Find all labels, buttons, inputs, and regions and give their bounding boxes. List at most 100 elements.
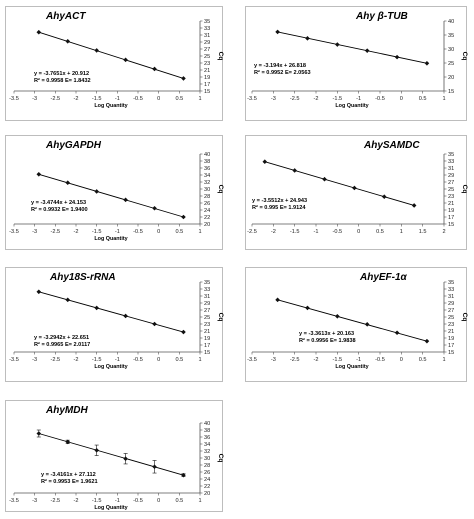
y-tick-label: 29	[204, 40, 210, 46]
y-tick-label: 28	[204, 194, 210, 200]
y-tick-label: 30	[448, 47, 454, 53]
chart-svg: AhyMDH-3.5 -3 -2.5 -2 -1.5 -1 -0.5 0 0.5 12022242…	[9, 405, 224, 511]
y-tick-label: 40	[204, 421, 210, 427]
y-tick-label: 32	[204, 180, 210, 186]
y-tick-label: 21	[204, 68, 210, 74]
y-tick-label: 33	[204, 26, 210, 32]
y-tick-label: 33	[204, 287, 210, 293]
chart-svg: Ahy18S-rRNA -3.5 -3 -2.5 -2 -1.5 -1 -0.5 0 0.5 115…	[9, 272, 224, 370]
regression-stats: R² = 0.995 E= 1.9124	[252, 204, 306, 211]
data-point	[181, 76, 186, 81]
chart-svg: Ahy β-TUB -3.5 -3 -2.5 -2 -1.5 -1 -0.5 0 0.5 115 20…	[247, 11, 468, 109]
x-tick-label: -3	[32, 229, 37, 235]
x-tick-label: -2	[74, 498, 79, 504]
data-point	[364, 48, 370, 53]
x-axis-label: Log Quantity	[94, 364, 127, 370]
x-tick-label: 1	[198, 498, 201, 504]
y-tick-label: 31	[204, 33, 210, 39]
data-point	[305, 305, 310, 311]
data-point	[292, 168, 297, 173]
data-point	[94, 189, 99, 194]
data-point	[381, 194, 387, 199]
y-tick-label: 25	[448, 315, 454, 321]
trendline	[38, 173, 184, 218]
regression-stats: R² = 0.9932 E= 1.9400	[31, 206, 88, 213]
y-tick-label: 25	[204, 54, 210, 60]
data-point	[123, 313, 128, 319]
data-point	[322, 176, 327, 182]
y-tick-label: 25	[204, 315, 210, 321]
data-point	[394, 330, 400, 336]
y-tick-label: 20	[204, 491, 210, 497]
chart-panel-beta-tubulin: Ahy β-TUB -3.5 -3 -2.5 -2 -1.5 -1 -0.5 0 0.5 1 15 20…	[245, 6, 468, 121]
x-tick-label: -2.5	[51, 357, 61, 363]
x-tick-label: -2	[74, 357, 79, 363]
x-tick-label: -3.5	[9, 498, 19, 504]
x-tick-label: -1.5	[333, 96, 343, 102]
data-point	[152, 66, 157, 72]
x-axis-label: Log Quantity	[94, 505, 127, 511]
chart-title: AhySAMDC	[363, 140, 420, 151]
chart-title: AhyACT	[45, 11, 86, 22]
chart-title: Ahy β-TUB	[355, 11, 408, 22]
y-axis-label: Cq	[217, 454, 224, 463]
x-tick-label: -1.5	[92, 498, 102, 504]
y-tick-label: 33	[448, 287, 454, 293]
x-tick-label: 0	[157, 498, 160, 504]
data-point	[65, 439, 71, 445]
x-tick-label: -1	[115, 498, 120, 504]
x-tick-label: 0.5	[175, 498, 183, 504]
x-tick-label: -2	[314, 96, 319, 102]
x-tick-label: 0	[157, 229, 160, 235]
x-tick-label: 1	[198, 96, 201, 102]
x-tick-label: -3.5	[9, 96, 19, 102]
y-tick-label: 36	[204, 166, 210, 172]
regression-equation: y = -3.4744x + 24.153	[31, 200, 86, 206]
chart-svg: AhyACT-3.5 -3 -2.5 -2 -1.5 -1 -0.5 0 0.5 11517192…	[9, 11, 224, 109]
y-tick-label: 26	[204, 470, 210, 476]
regression-equation: y = -3.2942x + 22.651	[34, 335, 89, 341]
data-point	[275, 29, 280, 35]
y-tick-label: 29	[448, 301, 454, 307]
chart-svg: AhyGAPDH-3.5 -3 -2.5 -2 -1.5 -1 -0.5 0 0.5 120222…	[9, 140, 224, 242]
x-tick-label: 1.5	[419, 229, 427, 235]
x-tick-label: 1	[400, 229, 403, 235]
y-tick-label: 35	[448, 152, 454, 158]
chart-panel-18s-rrna: Ahy18S-rRNA -3.5 -3 -2.5 -2 -1.5 -1 -0.5 0 0.5 1 15…	[5, 267, 224, 382]
y-tick-label: 17	[204, 82, 210, 88]
y-tick-label: 15	[448, 350, 454, 356]
x-tick-label: 0.5	[419, 357, 427, 363]
data-point	[411, 203, 417, 208]
y-tick-label: 17	[448, 215, 454, 221]
chart-svg: AhySAMDC-2.5 -2 -1.5 -1 -0.5 0 0.5 1 1.5 21517192…	[247, 140, 468, 235]
x-tick-label: 0.5	[175, 357, 183, 363]
x-tick-label: -2.5	[51, 229, 61, 235]
x-tick-label: -1	[356, 96, 361, 102]
data-point	[36, 289, 42, 295]
data-point	[94, 305, 99, 311]
x-axis-label: Log Quantity	[335, 103, 368, 109]
y-tick-label: 25	[448, 187, 454, 193]
trendline	[38, 433, 184, 476]
y-tick-label: 36	[204, 435, 210, 441]
y-tick-label: 20	[448, 75, 454, 81]
regression-equation: y = -3.3613x + 20.163	[299, 331, 354, 337]
y-tick-label: 19	[204, 75, 210, 81]
x-tick-label: -0.5	[133, 96, 143, 102]
y-tick-label: 15	[204, 350, 210, 356]
y-tick-label: 25	[448, 61, 454, 67]
x-tick-label: -0.5	[375, 357, 385, 363]
trendline	[38, 31, 184, 79]
x-tick-label: 1	[198, 229, 201, 235]
y-tick-label: 22	[204, 484, 210, 490]
x-tick-label: 0	[400, 96, 403, 102]
y-axis-label: Cq	[217, 185, 224, 194]
trendline	[264, 161, 415, 206]
y-tick-label: 23	[448, 322, 454, 328]
x-tick-label: -0.5	[133, 498, 143, 504]
y-tick-label: 34	[204, 442, 210, 448]
chart-panel-ef1a: AhyEF-1α -3.5 -3 -2.5 -2 -1.5 -1 -0.5 0 0.5 1 15 17 1…	[245, 267, 468, 382]
y-tick-label: 15	[204, 89, 210, 95]
regression-equation: y = -3.4161x + 27.112	[41, 472, 96, 478]
x-tick-label: -1	[314, 229, 319, 235]
